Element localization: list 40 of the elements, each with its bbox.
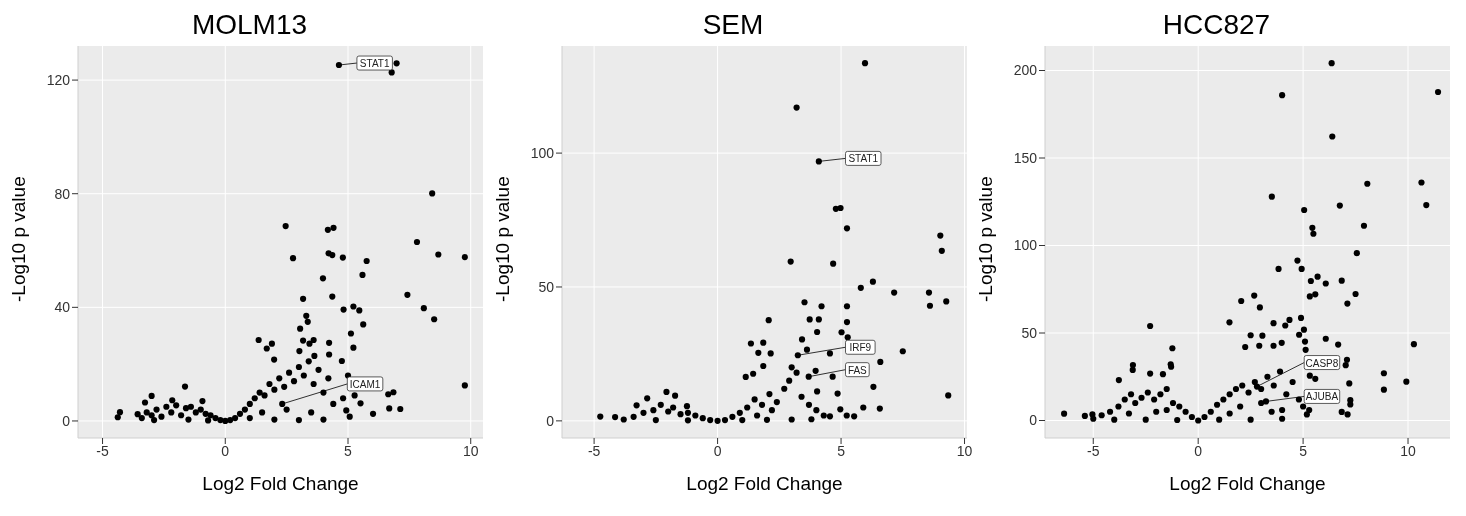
annotation: CASP8 — [1305, 357, 1339, 369]
x-tick-label: 0 — [1194, 442, 1203, 459]
chart-title: HCC827 — [1161, 8, 1272, 42]
annotation: IRF9 — [848, 342, 872, 354]
x-tick-label: -5 — [96, 442, 109, 459]
x-tick-label: 5 — [344, 442, 353, 459]
x-tick-label: 0 — [713, 442, 722, 459]
annotation: ICAM1 — [349, 378, 381, 390]
y-tick-label: 150 — [1013, 149, 1038, 166]
y-tick-label: 0 — [545, 412, 554, 429]
y-tick-label: 100 — [1013, 237, 1038, 254]
y-tick-label: 120 — [46, 72, 71, 89]
y-tick-label: 40 — [54, 299, 71, 316]
x-tick-label: 10 — [462, 442, 479, 459]
x-axis-title: Log2 Fold Change — [202, 473, 359, 494]
y-tick-label: 0 — [1029, 412, 1038, 429]
x-tick-label: 5 — [1299, 442, 1308, 459]
annotation: STAT1 — [359, 58, 390, 70]
chart-title: SEM — [701, 8, 765, 42]
x-tick-label: 5 — [836, 442, 845, 459]
y-axis-title: -Log10 p value — [7, 176, 29, 302]
x-tick-label: 0 — [221, 442, 230, 459]
y-tick-label: 80 — [54, 185, 71, 202]
chart-title: MOLM13 — [190, 8, 309, 42]
y-tick-label: 0 — [62, 412, 71, 429]
x-tick-label: 10 — [1400, 442, 1417, 459]
x-axis-title: Log2 Fold Change — [1169, 473, 1326, 494]
y-tick-label: 100 — [530, 145, 554, 162]
y-axis-title: -Log10 p value — [974, 176, 996, 302]
x-axis-title: Log2 Fold Change — [685, 473, 843, 494]
x-tick-label: 10 — [956, 442, 973, 459]
y-tick-label: 50 — [537, 278, 554, 295]
y-tick-label: 200 — [1013, 62, 1038, 79]
y-axis-title: -Log10 p value — [491, 176, 513, 302]
annotation: FAS — [847, 364, 867, 376]
y-tick-label: 50 — [1021, 324, 1038, 341]
x-tick-label: -5 — [1087, 442, 1100, 459]
annotation: AJUBA — [1305, 391, 1339, 403]
x-tick-label: -5 — [587, 442, 601, 459]
annotation: STAT1 — [847, 153, 878, 165]
